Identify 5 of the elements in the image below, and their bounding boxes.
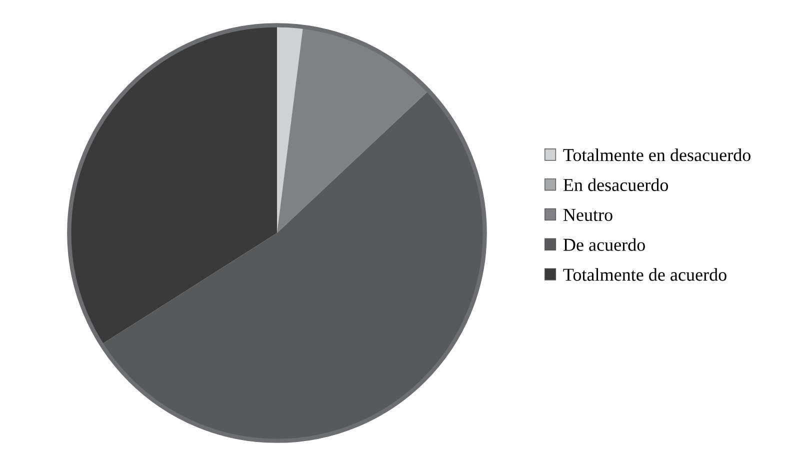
- legend-label: Totalmente en desacuerdo: [563, 148, 750, 162]
- legend-label: Totalmente de acuerdo: [563, 268, 726, 281]
- legend-label: En desacuerdo: [563, 178, 668, 192]
- legend-label: De acuerdo: [563, 238, 645, 251]
- legend-label: Neutro: [563, 209, 612, 221]
